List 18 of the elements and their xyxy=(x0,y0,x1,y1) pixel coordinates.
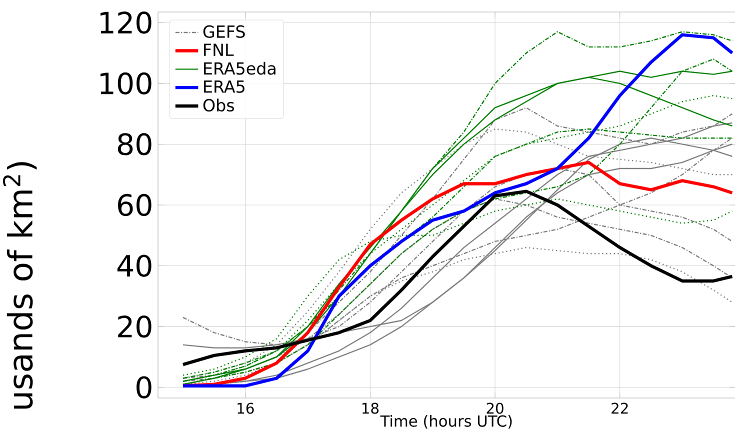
legend-label: FNL xyxy=(204,44,234,56)
y-axis-title: usands of km$^{2}$) xyxy=(2,162,37,409)
y-tick-label: 40 xyxy=(117,254,152,277)
y-tick-label: 80 xyxy=(118,133,152,156)
legend-label: GEFS xyxy=(203,25,245,38)
y-tick-label: 0 xyxy=(136,376,152,398)
y-tick-label: 20 xyxy=(118,315,152,338)
x-axis-title: Time (hours UTC) xyxy=(380,414,512,429)
x-tick-label: 20 xyxy=(486,402,504,414)
y-tick-label: 60 xyxy=(118,194,152,216)
x-tick-label: 16 xyxy=(238,402,254,414)
legend-label: ERA5 xyxy=(204,80,244,93)
y-tick-label: 120 xyxy=(100,12,152,34)
y-tick-label: 100 xyxy=(100,72,152,95)
legend-label: ERA5eda xyxy=(204,62,276,75)
x-tick-label: 22 xyxy=(612,402,628,414)
legend-label: Obs xyxy=(203,98,234,112)
x-tick-label: 18 xyxy=(362,402,379,414)
